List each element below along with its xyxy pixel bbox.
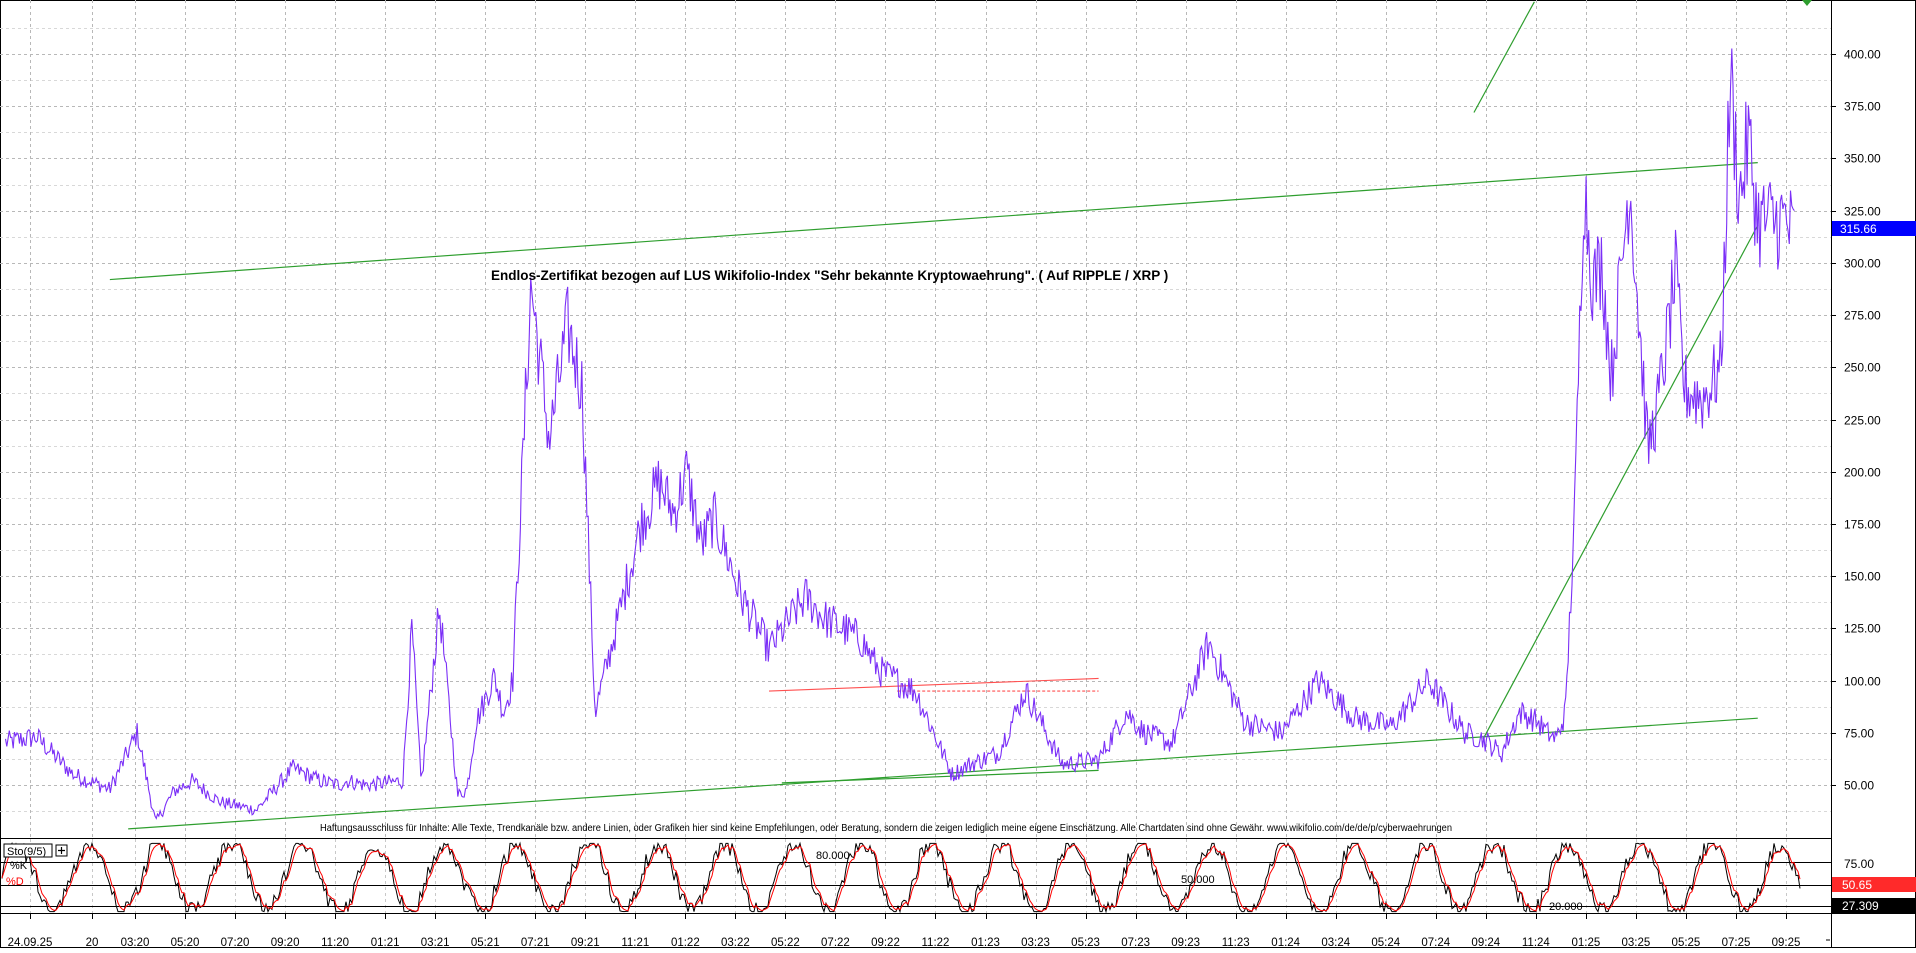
x-tick-label: 07:20 (221, 937, 250, 948)
x-tick-label: 03:23 (1021, 937, 1050, 948)
last-value-text: 315.66 (1840, 222, 1877, 236)
x-tick-label: 09:25 (1772, 937, 1801, 948)
x-tick-label: 09:22 (871, 937, 900, 948)
osc-tick-label: 75.00 (1844, 857, 1874, 871)
last-value-badge-bg (1832, 221, 1916, 236)
price-grid (0, 0, 1831, 838)
x-tick-label: 05:22 (771, 937, 800, 948)
x-tick-label: 05:20 (171, 937, 200, 948)
marker-triangle-icon (1802, 0, 1812, 6)
price-trendlines (109, 1, 1759, 830)
y-tick-label: 350.00 (1844, 152, 1881, 166)
osc-label-box[interactable] (3, 843, 53, 858)
x-tick-label: 07:23 (1121, 937, 1150, 948)
trendline-steep-support (1482, 224, 1759, 740)
osc-d-badge-bg (1832, 877, 1916, 892)
x-tick-label: 09:21 (571, 937, 600, 948)
y-axis-labels: 50.00 75.00 100.00 125.00 150.00 175.00 200.00… (1831, 48, 1881, 793)
y-tick-label: 250.00 (1844, 361, 1881, 375)
y-tick-label: 225.00 (1844, 414, 1881, 428)
x-tick-label: 11:24 (1522, 937, 1551, 948)
disclaimer-text: Haftungsausschluss für Inhalte: Alle Tex… (320, 823, 1452, 834)
x-tick-label: 01:21 (371, 937, 400, 948)
x-tick-label: 11:22 (922, 937, 950, 948)
y-tick-label: 325.00 (1844, 205, 1881, 219)
x-tick-label: 09:20 (271, 937, 300, 948)
osc-level-20-label: 20.000 (1549, 901, 1583, 913)
y-tick-label: 275.00 (1844, 309, 1881, 323)
trendline-small-support (781, 769, 1099, 784)
resistance-red-line (768, 677, 1099, 692)
x-tick-label: 01:22 (671, 937, 700, 948)
x-tick-label: 01:25 (1571, 937, 1600, 948)
osc-k-badge-text: 27.309 (1842, 899, 1879, 913)
osc-lines (1, 841, 1801, 914)
x-tick-label: 20 (86, 937, 99, 948)
trendline-upper-channel (109, 162, 1758, 281)
trendline-lower-channel (128, 717, 1758, 830)
x-tick-label: 01:23 (971, 937, 1000, 948)
x-tick-label: 03:25 (1622, 937, 1651, 948)
x-axis: 24.09.25 20 03:20 05:20 07:20 09:20 11:20 01:21… (8, 914, 1830, 949)
x-tick-label: 11:23 (1222, 937, 1250, 948)
last-value-badge: 315.66 (1832, 221, 1916, 236)
x-tick-label: 09:24 (1471, 937, 1500, 948)
y-tick-label: 150.00 (1844, 570, 1881, 584)
x-tick-label: 07:25 (1722, 937, 1751, 948)
x-tick-label: 11:20 (321, 937, 349, 948)
x-tick-label: 05:23 (1071, 937, 1100, 948)
osc-label[interactable]: Sto(9/5) (7, 846, 46, 858)
y-tick-label: 50.00 (1844, 779, 1874, 793)
chart-title: Endlos-Zertifikat bezogen auf LUS Wikifo… (491, 268, 1168, 283)
right-axis: 50.00 75.00 100.00 125.00 150.00 175.00 200.00… (1831, 0, 1916, 948)
y-tick-label: 75.00 (1844, 727, 1874, 741)
x-tick-label: 03:21 (421, 937, 450, 948)
x-tick-label: 07:22 (821, 937, 850, 948)
x-tick-label: 09:23 (1171, 937, 1200, 948)
trendline-spike-line (1473, 1, 1535, 113)
y-tick-label: 125.00 (1844, 622, 1881, 636)
osc-k-badge-bg (1832, 898, 1916, 913)
x-tick-label: 24.09.25 (8, 937, 53, 948)
x-tick-label: 05:21 (471, 937, 500, 948)
osc-legend-k: %K (10, 860, 28, 872)
x-tick-label: 05:24 (1371, 937, 1400, 948)
osc-legend-d: %D (6, 876, 24, 888)
osc-level-50-label: 50.000 (1181, 874, 1215, 886)
osc-level-80-label: 80.000 (816, 850, 850, 862)
x-tick-label: 07:24 (1421, 937, 1450, 948)
x-tick-label: 07:21 (521, 937, 550, 948)
x-tick-label: 03:22 (721, 937, 750, 948)
y-tick-label: 400.00 (1844, 48, 1881, 62)
x-tick-label: 03:20 (121, 937, 150, 948)
plus-icon[interactable] (58, 847, 65, 854)
stoch-k-line (1, 841, 1801, 914)
stochastic-panel: 80.000 50.000 20.000 Sto(9/5) %K %D 75.0… (0, 839, 1916, 914)
price-panel: Endlos-Zertifikat bezogen auf LUS Wikifo… (0, 0, 1831, 839)
x-tick-label: 01:24 (1271, 937, 1300, 948)
x-tick-label: 05:25 (1672, 937, 1701, 948)
x-axis-labels: 24.09.25 20 03:20 05:20 07:20 09:20 11:20 01:21… (8, 914, 1801, 949)
y-tick-label: 200.00 (1844, 466, 1881, 480)
stoch-d-line (1, 843, 1801, 912)
osc-d-badge-text: 50.65 (1842, 878, 1872, 892)
x-tick-label: 11:21 (621, 937, 649, 948)
y-tick-label: 175.00 (1844, 518, 1881, 532)
y-tick-label: 100.00 (1844, 675, 1881, 689)
price-line-group (4, 48, 1795, 820)
price-line (4, 48, 1795, 820)
y-tick-label: 375.00 (1844, 100, 1881, 114)
y-tick-label: 300.00 (1844, 257, 1881, 271)
x-tick-label: 03:24 (1321, 937, 1350, 948)
